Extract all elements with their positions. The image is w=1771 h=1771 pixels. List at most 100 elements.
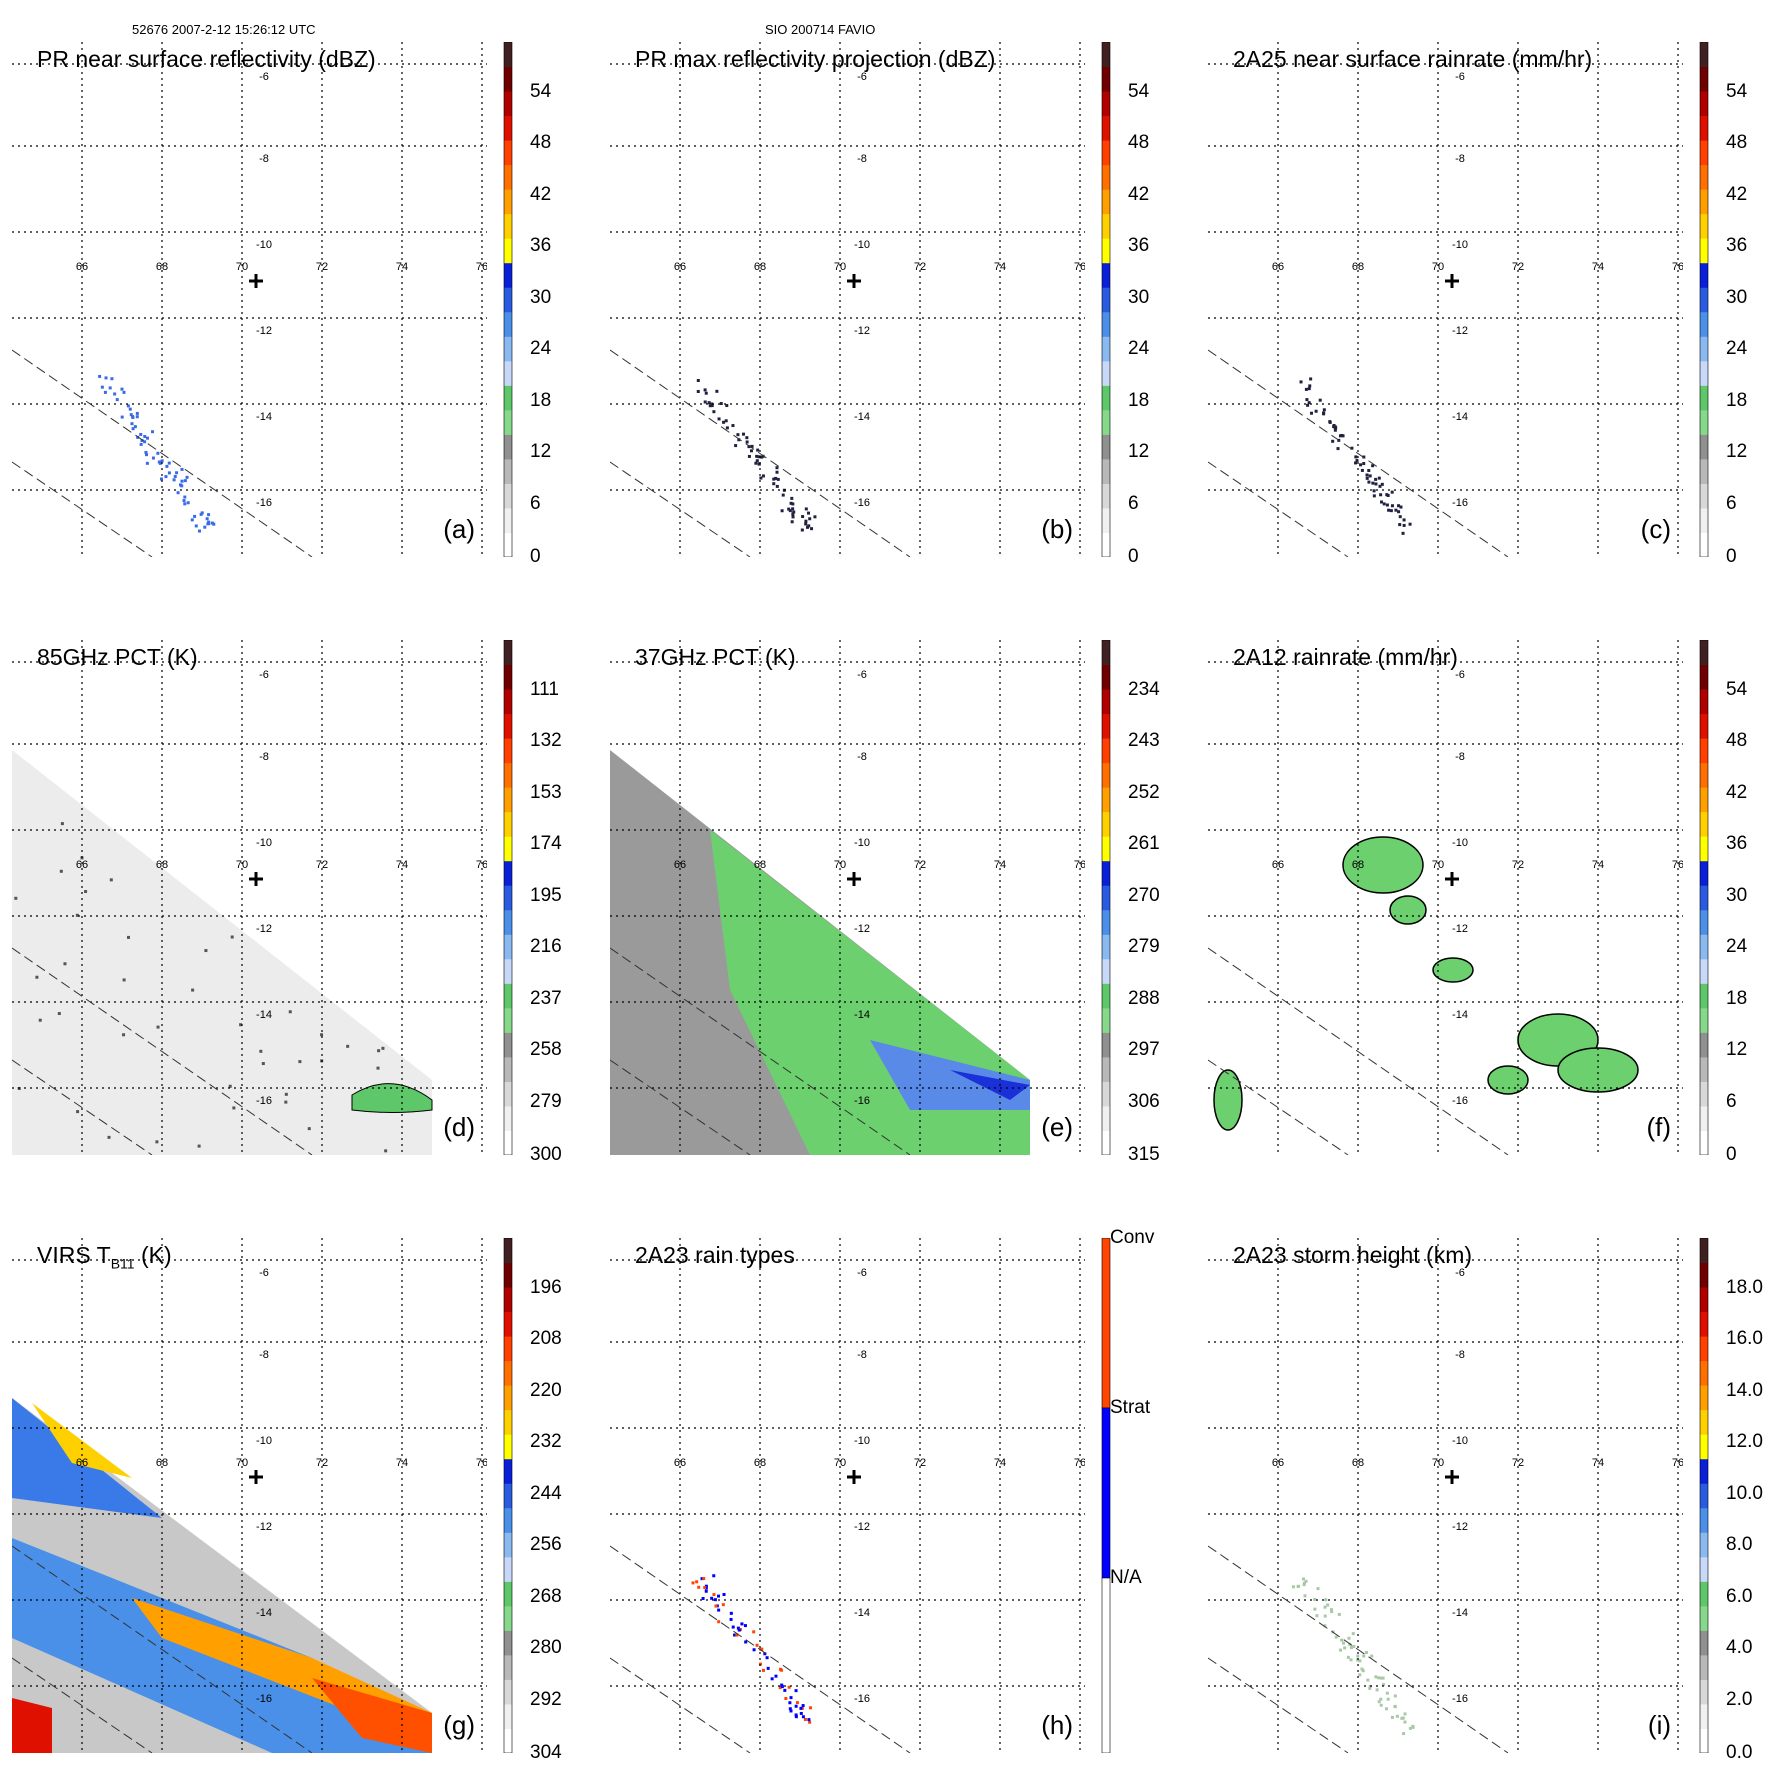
lon-tick-label: 72 (1512, 859, 1524, 871)
rain-pixel (1402, 523, 1406, 527)
rain-pixel (788, 1707, 792, 1711)
rain-pixel (1338, 434, 1342, 438)
field-cell (259, 1049, 263, 1053)
colorbar-segment (504, 1409, 512, 1435)
colorbar-segment (504, 738, 512, 764)
colorbar-segment (1102, 1130, 1110, 1156)
rain-pixel (1302, 1583, 1306, 1587)
rain-pixel (205, 517, 209, 521)
rain-pixel (1386, 1697, 1390, 1701)
rain-pixel (774, 476, 778, 480)
colorbar-tick-label: 6 (1726, 1090, 1737, 1112)
rain-pixel (1377, 1676, 1381, 1680)
field-cell (38, 1018, 42, 1022)
lat-tick-label: -14 (256, 1009, 272, 1021)
rain-pixel (1291, 1585, 1295, 1589)
rain-pixel (207, 513, 211, 517)
colorbar-tick-label: 24 (1726, 936, 1748, 957)
colorbar-segment (1102, 140, 1110, 166)
storm-center-icon (1445, 274, 1459, 288)
lon-tick-label: 70 (1432, 1457, 1444, 1469)
panel-label: (c) (1640, 514, 1671, 544)
colorbar-segment (1700, 434, 1708, 460)
colorbar-segment (1700, 738, 1708, 764)
rain-pixel (750, 444, 754, 448)
rain-pixel (1356, 1654, 1360, 1658)
rain-pixel (1333, 425, 1337, 429)
lon-tick-label: 76 (1074, 859, 1085, 871)
colorbar-segment (1102, 66, 1110, 92)
colorbar-segment (504, 507, 512, 533)
colorbar-segment (1700, 1556, 1708, 1582)
cloud-region (32, 1403, 132, 1478)
colorbar-segment (1700, 115, 1708, 141)
rain-pixel (1339, 1648, 1343, 1652)
swath-edge-line (12, 1657, 153, 1753)
rain-pixel (733, 1633, 737, 1637)
lon-tick-label: 66 (76, 261, 88, 273)
colorbar-segment (1102, 787, 1110, 813)
panel-g: 66 68 70 72 74 76 -6 -8 -10 -12 -14 -16 VIRS TB11 (K… (12, 1237, 562, 1763)
rain-pixel (1401, 531, 1405, 535)
field-cell (127, 935, 131, 939)
colorbar-segment (1102, 409, 1110, 435)
field-cell (320, 1033, 324, 1037)
rain-pixel (1385, 1707, 1389, 1711)
map-area: 66 68 70 72 74 76 -6 -8 -10 -12 -14 -16 (1208, 42, 1683, 557)
colorbar-tick-label: 258 (530, 1039, 562, 1060)
rain-pixel (1331, 439, 1335, 443)
rain-pixel (807, 1718, 811, 1722)
colorbar-tick-label: 42 (1128, 183, 1150, 205)
colorbar-segment (1700, 189, 1708, 215)
rain-pixel (1340, 1638, 1344, 1642)
rain-pixel (1390, 1715, 1394, 1719)
colorbar-segment (504, 140, 512, 166)
colorbar-segment (1102, 458, 1110, 484)
rain-pixel (1403, 1720, 1407, 1724)
rain-pixel (1377, 1700, 1381, 1704)
colorbar-segment (1700, 336, 1708, 362)
lon-tick-label: 72 (316, 1457, 328, 1469)
colorbar-segment (1700, 532, 1708, 558)
colorbar-segment (504, 1385, 512, 1411)
colorbar-tick-label: 42 (530, 183, 552, 205)
rain-pixel (1323, 1624, 1327, 1628)
field-cell (155, 1140, 159, 1144)
storm-center-icon (1445, 1470, 1459, 1484)
rain-pixel (1367, 480, 1371, 484)
field-cell (239, 1023, 243, 1027)
lat-tick-label: -6 (259, 1267, 269, 1279)
rain-pixel (735, 1633, 739, 1637)
rain-pixel (791, 512, 795, 516)
colorbar-tick-label: 54 (1726, 80, 1748, 102)
lat-tick-label: -8 (1455, 1349, 1465, 1361)
colorbar-segment (1700, 311, 1708, 337)
lat-tick-label: -10 (854, 837, 870, 849)
swath-edge-line (12, 947, 313, 1155)
lat-tick-label: -6 (259, 669, 269, 681)
panel-a: 66 68 70 72 74 76 -6 -8 -10 -12 -14 -16 PR near surf… (12, 41, 551, 567)
colorbar-tick-label: 234 (1128, 678, 1160, 700)
rain-pixel (794, 1689, 798, 1693)
colorbar-segment (504, 458, 512, 484)
field-cell (284, 1100, 288, 1104)
lat-tick-label: -8 (857, 1349, 867, 1361)
swath-edge-line (610, 349, 911, 557)
rain-pixel (703, 388, 707, 392)
rain-pixel (1336, 447, 1340, 451)
rain-pixel (704, 1584, 708, 1588)
rain-region (1342, 836, 1424, 894)
colorbar-segment (504, 164, 512, 190)
field-cell (298, 1060, 302, 1064)
colorbar-segment (1102, 385, 1110, 411)
lon-tick-label: 72 (1512, 261, 1524, 273)
rain-pixel (780, 1668, 784, 1672)
colorbar-tick-label: 304 (530, 1742, 562, 1763)
rain-pixel (791, 502, 795, 506)
colorbar-tick-label: 54 (1726, 678, 1748, 700)
storm-center-icon (847, 274, 861, 288)
field-cell (59, 869, 63, 873)
colorbar-segment (1102, 360, 1110, 386)
lat-tick-label: -10 (256, 239, 272, 251)
rain-pixel (696, 378, 700, 382)
